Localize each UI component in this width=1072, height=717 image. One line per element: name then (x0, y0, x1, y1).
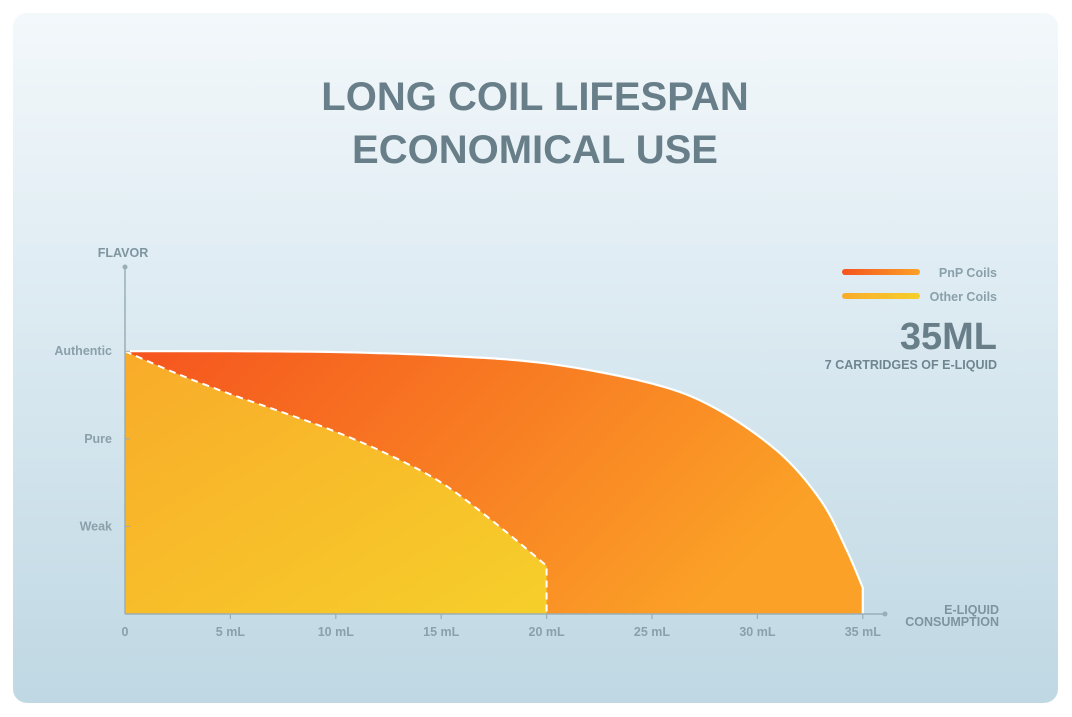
x-tick-label: 30 mL (739, 625, 775, 639)
y-tick-label: Authentic (54, 344, 112, 358)
x-tick-label: 20 mL (529, 625, 565, 639)
title-line-2: ECONOMICAL USE (352, 128, 718, 172)
x-tick-label: 5 mL (216, 625, 246, 639)
title-line-1: LONG COIL LIFESPAN (321, 75, 748, 119)
y-axis-end-dot (122, 264, 128, 270)
x-axis-end-dot (882, 611, 888, 617)
x-axis-label-line-1: E-LIQUID (944, 603, 999, 617)
x-tick-label: 15 mL (423, 625, 459, 639)
x-tick-label: 25 mL (634, 625, 670, 639)
other-coils-area (125, 351, 547, 614)
x-tick-label: 10 mL (318, 625, 354, 639)
legend: PnP Coils Other Coils (842, 266, 997, 304)
y-axis-label: FLAVOR (98, 246, 148, 260)
callout-value: 35ML (900, 316, 997, 358)
pnp-coils-line (124, 350, 864, 614)
y-tick-label: Pure (84, 432, 112, 446)
chart-card: LONG COIL LIFESPAN ECONOMICAL USE FLAVOR… (13, 13, 1058, 703)
legend-label-pnp: PnP Coils (939, 266, 997, 280)
axes (122, 264, 888, 617)
plot-areas (124, 350, 864, 614)
legend-label-other: Other Coils (930, 290, 997, 304)
x-axis-label-line-2: CONSUMPTION (905, 615, 999, 629)
legend-swatch-pnp (842, 269, 920, 275)
chart: LONG COIL LIFESPAN ECONOMICAL USE FLAVOR… (54, 75, 999, 639)
x-tick-label: 0 (122, 625, 129, 639)
y-tick-label: Weak (80, 519, 112, 533)
callout-caption: 7 CARTRIDGES OF E-LIQUID (825, 358, 997, 372)
ticks: 0 5 mL 10 mL 15 mL 20 mL 25 mL 30 mL 35 mL Weak P… (54, 344, 881, 639)
legend-swatch-other (842, 293, 920, 299)
other-coils-line (124, 350, 548, 614)
x-tick-label: 35 mL (845, 625, 881, 639)
